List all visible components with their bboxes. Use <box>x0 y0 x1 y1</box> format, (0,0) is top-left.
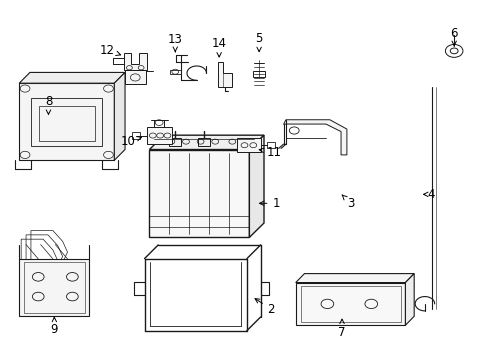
Text: 9: 9 <box>50 317 58 336</box>
Bar <box>23 262 84 313</box>
Polygon shape <box>217 62 232 87</box>
Text: 14: 14 <box>211 37 226 57</box>
Text: 8: 8 <box>45 95 52 114</box>
Text: 11: 11 <box>259 145 281 158</box>
Bar <box>19 259 89 316</box>
Polygon shape <box>123 53 147 69</box>
Polygon shape <box>249 135 264 237</box>
Polygon shape <box>147 127 172 144</box>
Bar <box>39 107 95 140</box>
Bar <box>31 98 102 146</box>
Text: 3: 3 <box>342 195 354 210</box>
Polygon shape <box>149 149 249 237</box>
Polygon shape <box>149 135 264 149</box>
Text: 6: 6 <box>449 27 457 46</box>
Polygon shape <box>19 83 114 160</box>
Text: 10: 10 <box>121 135 142 148</box>
Polygon shape <box>295 283 405 325</box>
Polygon shape <box>19 72 125 83</box>
Text: 13: 13 <box>167 33 183 52</box>
Text: 4: 4 <box>423 188 434 201</box>
Bar <box>198 138 210 146</box>
Text: 5: 5 <box>255 32 262 51</box>
Polygon shape <box>405 274 413 325</box>
Bar <box>267 142 274 148</box>
Bar <box>124 70 146 84</box>
Polygon shape <box>114 72 125 160</box>
Polygon shape <box>283 120 346 155</box>
Bar <box>253 71 264 77</box>
Bar <box>300 286 400 321</box>
Bar <box>132 132 140 139</box>
Polygon shape <box>295 274 413 283</box>
Polygon shape <box>237 138 260 152</box>
Text: 12: 12 <box>99 44 121 57</box>
Text: 1: 1 <box>259 197 279 210</box>
Text: 7: 7 <box>338 319 345 339</box>
Bar <box>168 138 181 146</box>
Text: 2: 2 <box>255 299 275 316</box>
